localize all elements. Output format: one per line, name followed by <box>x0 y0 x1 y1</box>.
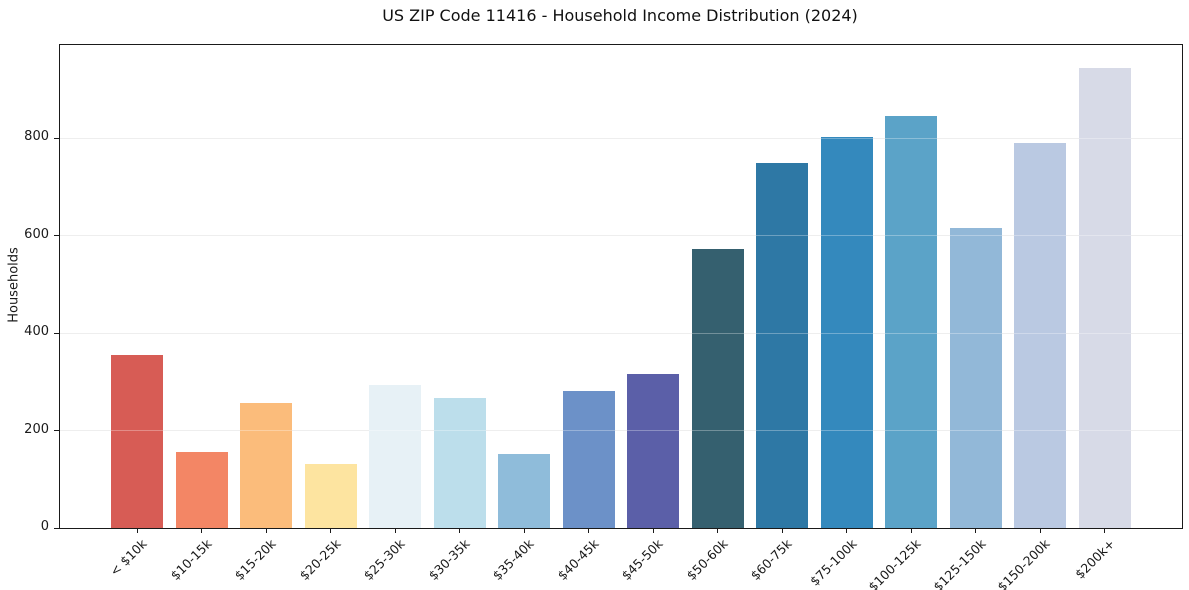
x-tick-label: < $10k <box>107 536 150 579</box>
y-tick-label: 600 <box>24 226 49 242</box>
y-tick-label: 0 <box>40 519 49 534</box>
y-tick-mark <box>54 430 59 432</box>
bar <box>1078 67 1131 528</box>
bar <box>885 116 938 528</box>
chart-title: US ZIP Code 11416 - Household Income Dis… <box>382 6 858 25</box>
bar <box>691 249 744 528</box>
gridline <box>60 430 1182 432</box>
tick-marks <box>54 45 1182 533</box>
gridline-overlay <box>60 332 1182 334</box>
bar <box>369 385 422 528</box>
x-tick-mark <box>717 528 719 533</box>
bar <box>111 355 164 528</box>
x-tick-mark <box>330 528 332 533</box>
gridline <box>60 137 1182 139</box>
x-tick-mark <box>1104 528 1106 533</box>
bar <box>1014 143 1067 528</box>
y-tick-mark <box>54 137 59 139</box>
x-tick-mark <box>975 528 977 533</box>
x-tick-mark <box>910 528 912 533</box>
x-tick-mark <box>459 528 461 533</box>
x-tick-mark <box>652 528 654 533</box>
y-tick-label: 200 <box>24 421 49 437</box>
y-axis-label: Households <box>6 247 22 323</box>
bar <box>756 162 809 528</box>
gridline <box>60 235 1182 237</box>
x-tick-mark <box>846 528 848 533</box>
bar <box>175 452 228 528</box>
bar <box>304 463 357 528</box>
x-tick-mark <box>201 528 203 533</box>
bar <box>949 227 1002 528</box>
x-tick-mark <box>1039 528 1041 533</box>
x-tick-mark <box>136 528 138 533</box>
y-tick-label: 400 <box>24 324 49 340</box>
y-tick-mark <box>54 527 59 529</box>
gridline-overlay <box>60 235 1182 237</box>
x-tick-mark <box>265 528 267 533</box>
x-tick-mark <box>588 528 590 533</box>
gridline-overlay <box>60 137 1182 139</box>
bar <box>240 402 293 528</box>
y-tick-mark <box>54 332 59 334</box>
gridlines-under <box>60 45 1182 528</box>
bar <box>562 391 615 528</box>
y-tick-label: 800 <box>24 129 49 145</box>
gridline-overlay <box>60 430 1182 432</box>
bar <box>627 373 680 528</box>
x-axis-tick-labels: < $10k $10-15k $15-20k $20-25k $25-30k $30-35… <box>59 527 1181 590</box>
x-tick-mark <box>394 528 396 533</box>
y-tick-mark <box>54 235 59 237</box>
gridline <box>60 332 1182 334</box>
x-tick-mark <box>523 528 525 533</box>
bars <box>60 45 1182 528</box>
gridlines-over <box>60 45 1182 528</box>
plot-area <box>54 44 1183 533</box>
bar <box>433 397 486 528</box>
bar <box>498 454 551 528</box>
bar <box>820 137 873 528</box>
x-tick-mark <box>781 528 783 533</box>
